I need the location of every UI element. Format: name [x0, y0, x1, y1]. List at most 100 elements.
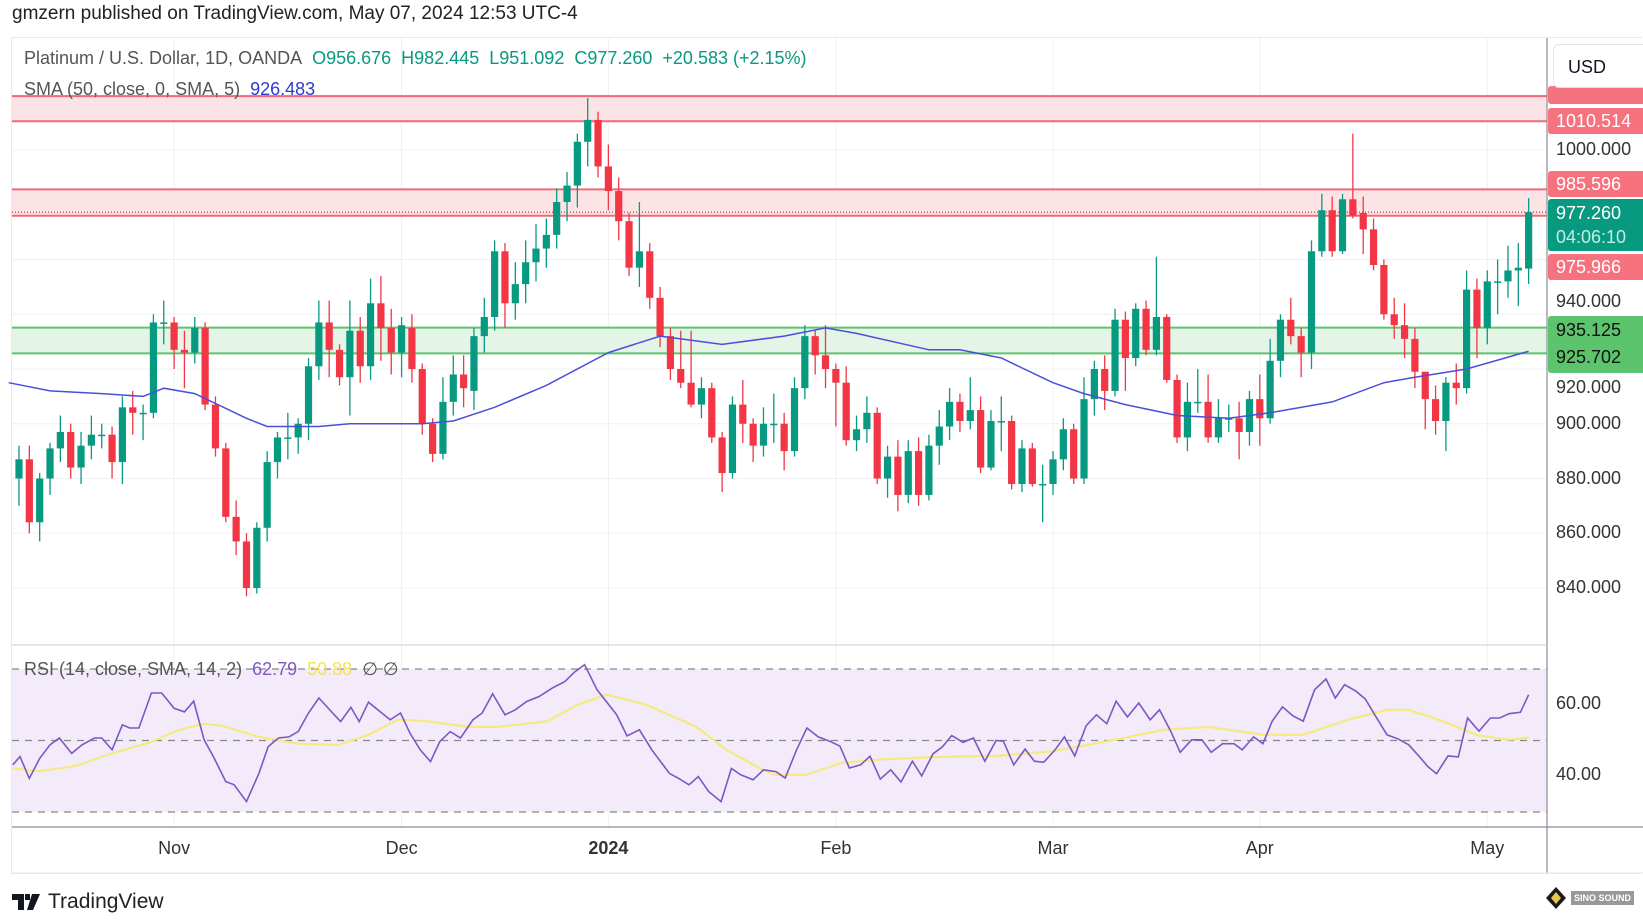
candle-body [759, 423, 768, 446]
candle [1297, 327, 1305, 378]
rsi-legend[interactable]: RSI (14, close, SMA, 14, 2) 62.79 50.88 ∅ ∅ [24, 659, 409, 680]
candle [873, 407, 881, 484]
candle-body [1359, 212, 1367, 230]
candle-body [1473, 289, 1481, 328]
candle-body [708, 388, 716, 438]
sma50-line [8, 327, 1529, 428]
candle [956, 393, 964, 432]
candle [315, 300, 323, 380]
candle [1349, 133, 1357, 219]
candle-body [304, 366, 313, 424]
price-label-860: 860.000 [1556, 522, 1622, 542]
candle [759, 407, 768, 457]
support-zone [12, 327, 1547, 354]
candle [418, 363, 426, 435]
candles [15, 97, 1533, 597]
sma-layer [8, 327, 1529, 428]
candle [718, 431, 726, 493]
candle [1483, 270, 1491, 345]
candle-body [36, 478, 44, 523]
candle-body [966, 410, 974, 422]
candle [573, 133, 581, 208]
candle-body [201, 327, 209, 405]
candle-body [697, 388, 706, 405]
zone-mid-low-tag: 975.966 [1548, 254, 1643, 280]
sma-legend[interactable]: SMA (50, close, 0, SMA, 5) 926.483 [24, 79, 325, 100]
candle-body [77, 445, 85, 468]
candle-body [1049, 459, 1057, 484]
candle [149, 314, 158, 419]
candle-body [273, 437, 282, 463]
candle [1132, 303, 1140, 367]
candle-body [1411, 338, 1419, 372]
candle [1525, 198, 1533, 284]
candle-body [946, 401, 954, 427]
candle-body [935, 426, 943, 446]
candle [832, 363, 840, 427]
candle [1287, 297, 1295, 345]
rsi-extra: ∅ ∅ [362, 659, 399, 679]
symbol-legend[interactable]: Platinum / U.S. Dollar, 1D, OANDA O956.67… [24, 48, 817, 69]
currency-button[interactable]: USD [1553, 44, 1643, 88]
candle [615, 177, 623, 241]
candle [118, 396, 126, 484]
candle-body [1163, 316, 1171, 380]
candle-body [408, 327, 416, 369]
candle-body [739, 404, 747, 424]
candle [160, 300, 168, 345]
candle [1142, 300, 1150, 356]
candle [129, 390, 137, 435]
candle [532, 223, 540, 282]
candle [25, 445, 33, 534]
candle [1194, 369, 1202, 413]
candle [687, 330, 695, 408]
candle-body [1307, 251, 1316, 353]
candle-body [1338, 199, 1347, 252]
watermark: SINO SOUND [1545, 886, 1635, 910]
candle [904, 440, 912, 504]
candle [1028, 442, 1036, 487]
candle [222, 442, 230, 523]
candle-body [914, 451, 923, 495]
candle [387, 308, 395, 375]
time-label: Dec [385, 838, 418, 858]
candle-body [1287, 319, 1295, 337]
price-label-1000: 1000.000 [1556, 139, 1632, 159]
candle-body [1463, 289, 1471, 389]
candle-body [573, 141, 581, 186]
candle-body [1442, 382, 1450, 422]
candle-body [1121, 319, 1129, 359]
candle-body [1494, 281, 1502, 283]
candle-body [553, 202, 561, 235]
time-label: 2024 [588, 838, 629, 858]
candle [1059, 418, 1067, 471]
candle-body [315, 322, 323, 367]
candle [211, 396, 220, 457]
candle-body [98, 434, 106, 437]
candle [449, 355, 457, 416]
sma-value: 926.483 [250, 79, 316, 99]
candle-body [1214, 418, 1223, 438]
candle-body [15, 459, 23, 479]
candle [501, 243, 509, 328]
candle [56, 415, 64, 463]
time-label: Apr [1245, 838, 1274, 858]
candle-body [615, 191, 623, 222]
candle [1245, 390, 1254, 446]
candle [201, 322, 209, 411]
candle [925, 434, 933, 501]
candle-body [1318, 210, 1326, 252]
candle [1307, 240, 1316, 369]
candle-body [1152, 316, 1160, 350]
candle-body [563, 185, 571, 203]
candle-body [852, 429, 861, 441]
candle-body [1390, 314, 1398, 326]
rsi-background [12, 668, 1547, 813]
tradingview-logo[interactable]: TradingView [12, 890, 164, 914]
candle-body [56, 431, 64, 449]
rsi-label-60: 60.00 [1556, 693, 1602, 713]
candle-body [480, 316, 488, 337]
candle [770, 393, 778, 443]
candle [356, 316, 364, 383]
